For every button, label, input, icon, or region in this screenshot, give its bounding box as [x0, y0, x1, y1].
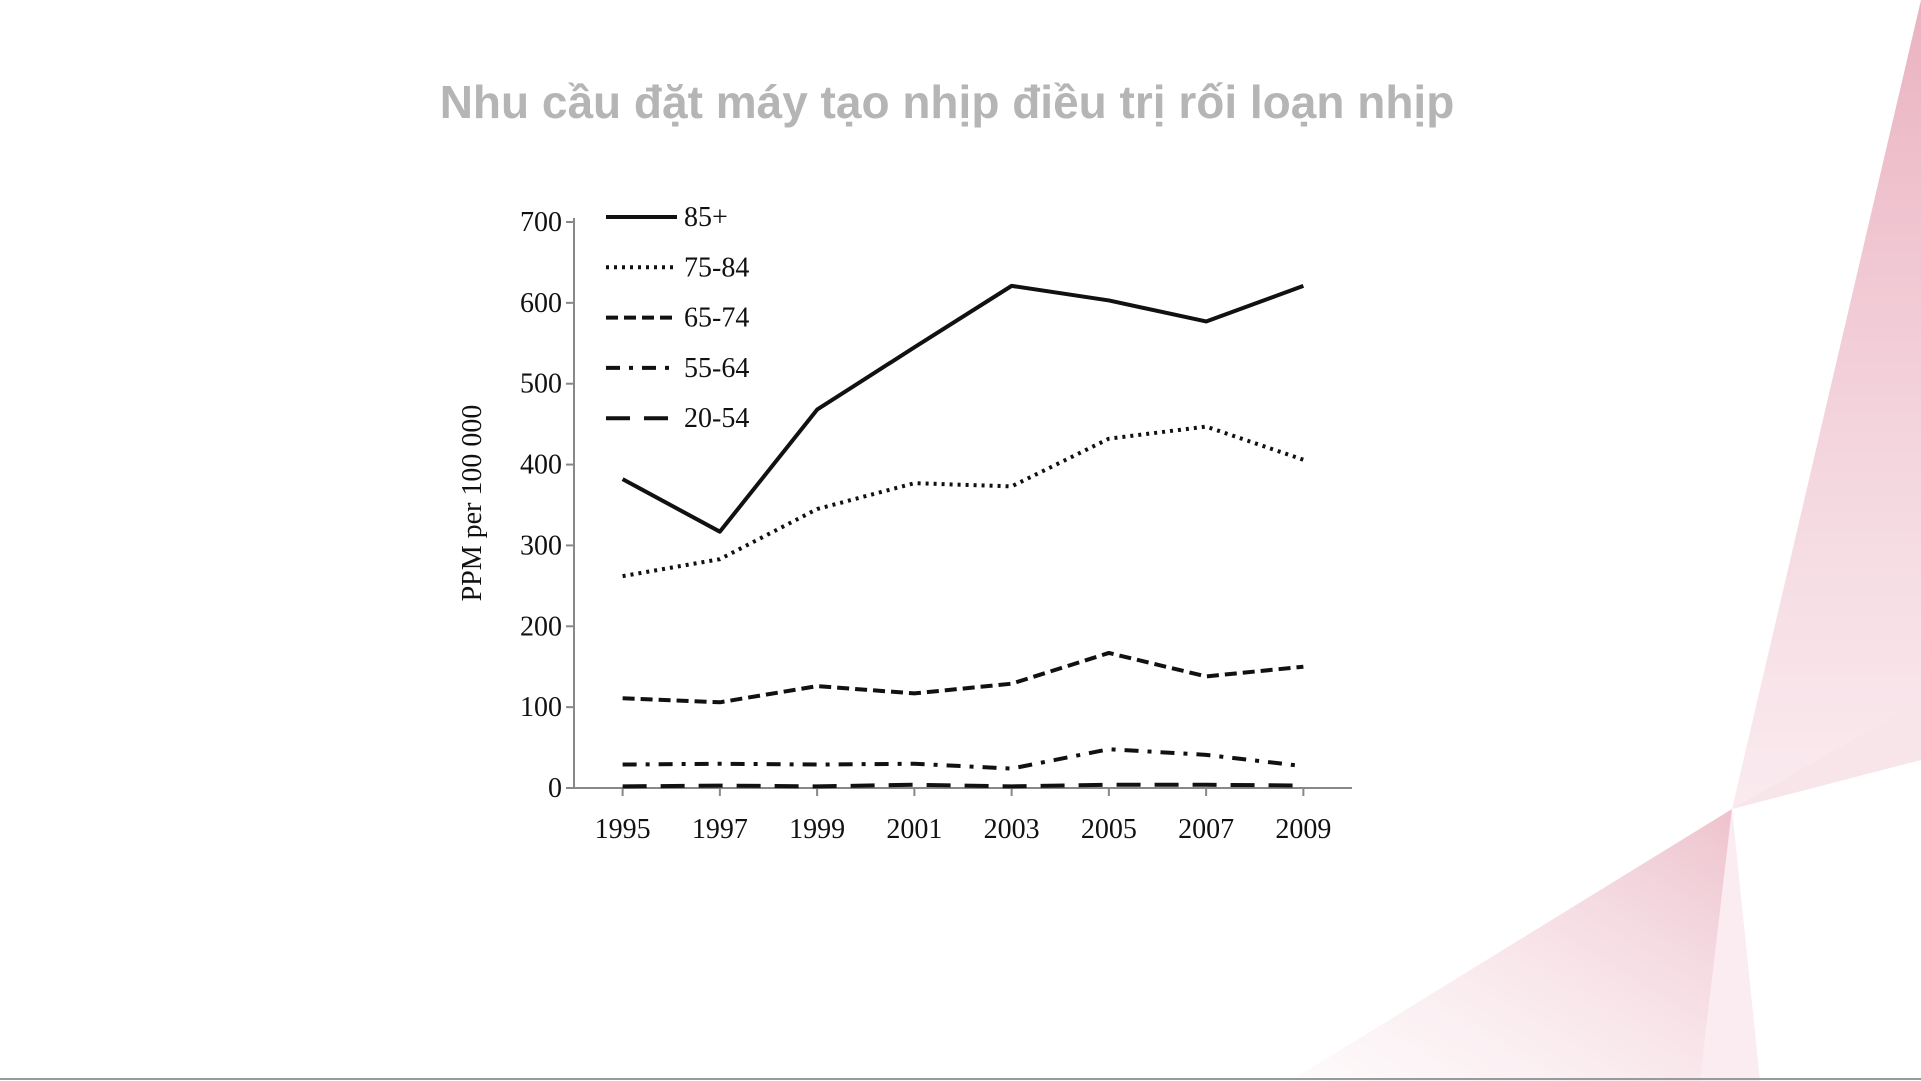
x-tick-label: 2005 — [1081, 814, 1137, 845]
x-tick-label: 1995 — [595, 814, 651, 845]
slide-title: Nhu cầu đặt máy tạo nhịp điều trị rối lo… — [440, 76, 1455, 128]
series-line — [622, 747, 1304, 771]
y-axis-label: PPM per 100 000 — [457, 405, 488, 602]
decoration — [1732, 0, 1921, 809]
x-tick-label: 2003 — [984, 814, 1040, 845]
y-tick-label: 500 — [520, 369, 562, 400]
legend-label: 75-84 — [684, 252, 749, 283]
y-tick-label: 0 — [548, 773, 562, 804]
legend-label: 55-64 — [684, 353, 749, 384]
y-tick-label: 400 — [520, 450, 562, 481]
y-tick-label: 200 — [520, 611, 562, 642]
decoration — [1290, 809, 1732, 1081]
y-tick-label: 300 — [520, 530, 562, 561]
y-tick-label: 600 — [520, 288, 562, 319]
series-line — [622, 424, 1305, 579]
y-tick-label: 100 — [520, 692, 562, 723]
decoration — [1732, 700, 1921, 809]
x-tick-label: 1997 — [692, 814, 748, 845]
series-line — [622, 782, 1304, 789]
x-tick-label: 2001 — [886, 814, 942, 845]
decoration — [1700, 809, 1760, 1081]
series-line — [622, 650, 1304, 705]
legend-label: 65-74 — [684, 303, 749, 334]
x-tick-label: 1999 — [789, 814, 845, 845]
legend-label: 85+ — [684, 202, 728, 233]
y-tick-label: 700 — [520, 207, 562, 238]
legend-label: 20-54 — [684, 403, 749, 434]
x-tick-label: 2007 — [1178, 814, 1234, 845]
x-tick-label: 2009 — [1275, 814, 1331, 845]
series-line — [621, 283, 1305, 534]
